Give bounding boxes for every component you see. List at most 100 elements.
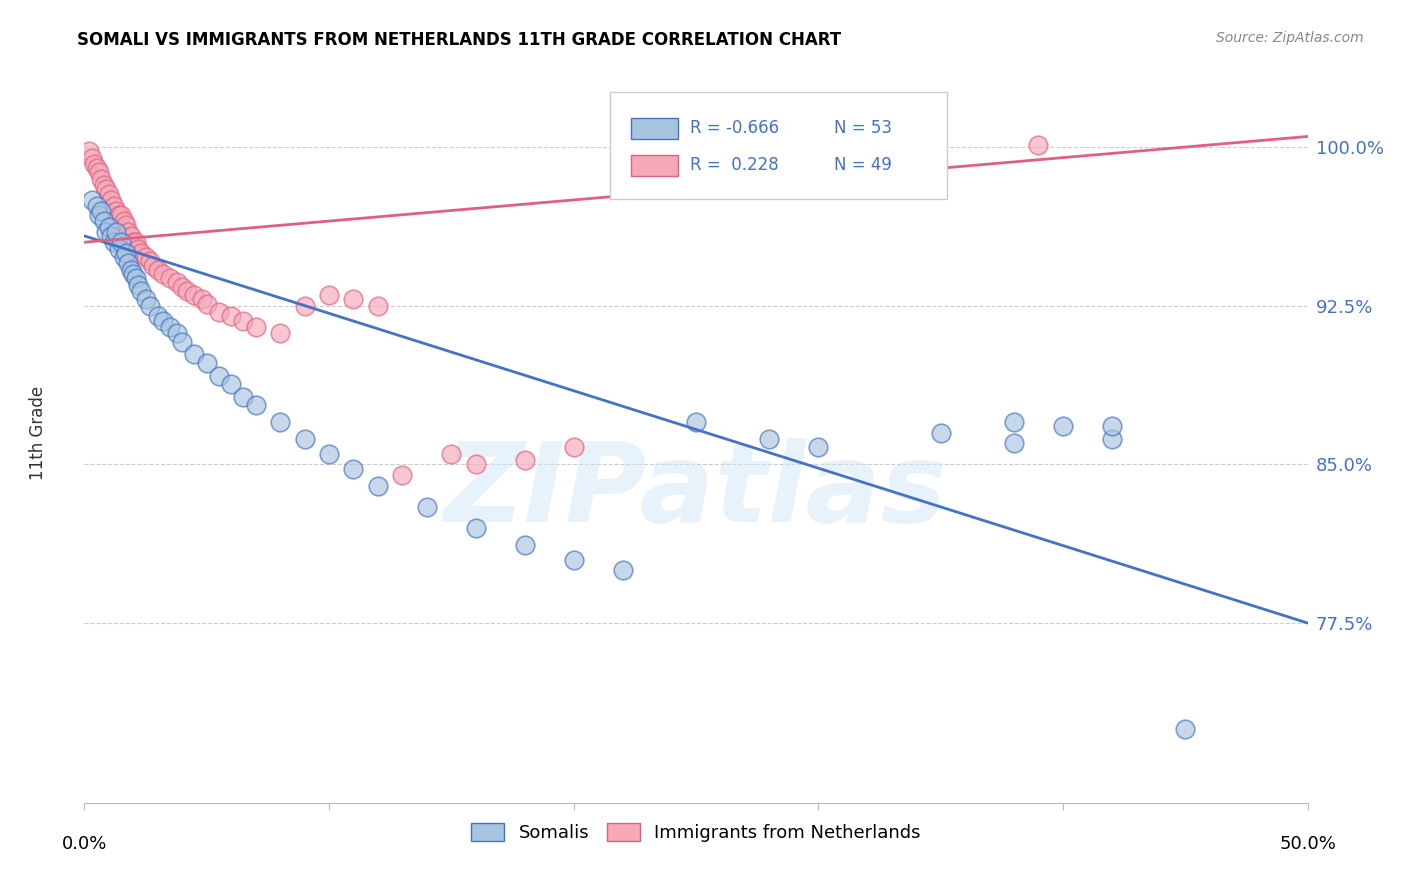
Point [166, 276, 188, 290]
Point [107, 242, 129, 256]
Point [97, 186, 120, 201]
Point [294, 432, 316, 446]
Point [416, 500, 439, 514]
Text: N = 49: N = 49 [834, 156, 891, 174]
Point [172, 279, 194, 293]
Point [103, 199, 125, 213]
Point [807, 441, 830, 455]
Point [93, 178, 115, 193]
Point [562, 441, 585, 455]
Text: R = -0.666: R = -0.666 [690, 120, 779, 137]
Legend: Somalis, Immigrants from Netherlands: Somalis, Immigrants from Netherlands [464, 815, 928, 849]
Point [125, 235, 148, 250]
Point [115, 245, 138, 260]
Point [127, 242, 149, 256]
Point [269, 415, 291, 429]
Text: ZIPatlas: ZIPatlas [444, 438, 948, 545]
Point [318, 288, 340, 302]
Point [367, 299, 389, 313]
Point [105, 225, 128, 239]
Point [110, 235, 132, 250]
Point [219, 310, 242, 324]
Point [612, 563, 634, 577]
Point [929, 425, 952, 440]
Point [117, 225, 139, 239]
Point [120, 262, 142, 277]
Point [87, 165, 110, 179]
Point [166, 326, 188, 341]
Point [685, 415, 707, 429]
Point [90, 203, 112, 218]
Point [294, 299, 316, 313]
Point [152, 313, 174, 327]
Point [219, 376, 242, 391]
Point [191, 293, 214, 307]
Point [758, 432, 780, 446]
Point [1052, 419, 1074, 434]
Point [269, 326, 291, 341]
Text: 0.0%: 0.0% [62, 835, 107, 853]
Text: R =  0.228: R = 0.228 [690, 156, 779, 174]
Point [100, 228, 122, 243]
Point [391, 467, 413, 482]
Point [135, 250, 157, 264]
Point [232, 313, 254, 327]
Point [464, 521, 486, 535]
Point [110, 208, 132, 222]
Point [77, 145, 100, 159]
Point [176, 284, 198, 298]
Point [93, 214, 115, 228]
Point [195, 356, 218, 370]
Point [107, 208, 129, 222]
Point [1101, 432, 1123, 446]
Point [103, 235, 125, 250]
Point [86, 161, 108, 176]
Point [1174, 722, 1197, 736]
FancyBboxPatch shape [610, 92, 946, 200]
Text: Source: ZipAtlas.com: Source: ZipAtlas.com [1216, 31, 1364, 45]
Point [318, 447, 340, 461]
Point [232, 390, 254, 404]
Text: 50.0%: 50.0% [1279, 835, 1336, 853]
FancyBboxPatch shape [631, 118, 678, 138]
FancyBboxPatch shape [631, 155, 678, 176]
Point [1101, 419, 1123, 434]
Point [117, 256, 139, 270]
Point [1002, 436, 1025, 450]
Point [129, 245, 152, 260]
Point [115, 219, 138, 233]
Point [146, 262, 169, 277]
Point [172, 334, 194, 349]
Point [86, 199, 108, 213]
Point [80, 151, 103, 165]
Point [208, 305, 231, 319]
Point [195, 296, 218, 310]
Point [513, 538, 536, 552]
Point [90, 171, 112, 186]
Point [245, 398, 267, 412]
Point [562, 552, 585, 566]
Point [135, 293, 157, 307]
Point [87, 208, 110, 222]
Point [96, 225, 118, 239]
Point [97, 220, 120, 235]
Point [159, 271, 181, 285]
Point [100, 193, 122, 207]
Point [122, 267, 145, 281]
Point [129, 284, 152, 298]
Point [208, 368, 231, 383]
Text: SOMALI VS IMMIGRANTS FROM NETHERLANDS 11TH GRADE CORRELATION CHART: SOMALI VS IMMIGRANTS FROM NETHERLANDS 11… [77, 31, 841, 49]
Point [440, 447, 463, 461]
Point [142, 259, 165, 273]
Point [1028, 137, 1050, 152]
Text: 11th Grade: 11th Grade [30, 385, 46, 480]
Point [139, 299, 162, 313]
Point [122, 235, 145, 250]
Point [183, 347, 205, 361]
Point [125, 271, 148, 285]
Point [146, 310, 169, 324]
Point [96, 182, 118, 196]
Point [112, 250, 135, 264]
Point [342, 293, 364, 307]
Point [159, 319, 181, 334]
